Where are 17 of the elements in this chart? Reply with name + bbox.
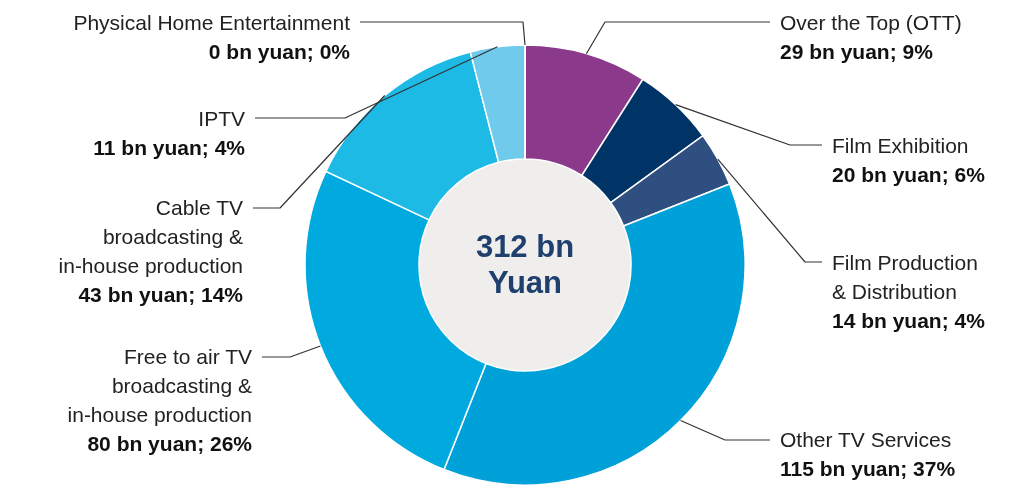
category-label: Physical Home Entertainment	[73, 11, 350, 34]
text: 312 bn Yuan	[475, 229, 575, 300]
data-label: 20 bn yuan; 6%	[832, 163, 986, 186]
data-label: 29 bn yuan; 9%	[780, 40, 934, 63]
data-label: 43 bn yuan; 14%	[78, 283, 244, 306]
data-label: 80 bn yuan; 26%	[87, 432, 253, 455]
slice-label: Free to air TV broadcasting & in-house production	[67, 345, 252, 426]
slice-label: Other TV Services	[780, 428, 952, 451]
slice-label: Film Exhibition	[832, 134, 969, 157]
data-label: 11 bn yuan; 4%	[93, 136, 246, 159]
slice-label: Cable TV broadcasting & in-house production	[58, 196, 243, 277]
slice-label: Film Production & Distribution	[832, 251, 978, 303]
slice-label: Over the Top (OTT)	[780, 11, 962, 34]
data-label: 14 bn yuan; 4%	[832, 309, 986, 332]
text: 0 bn yuan; 0%	[208, 40, 350, 63]
data-label: 115 bn yuan; 37%	[780, 457, 956, 480]
slice-label: IPTV	[198, 107, 245, 130]
